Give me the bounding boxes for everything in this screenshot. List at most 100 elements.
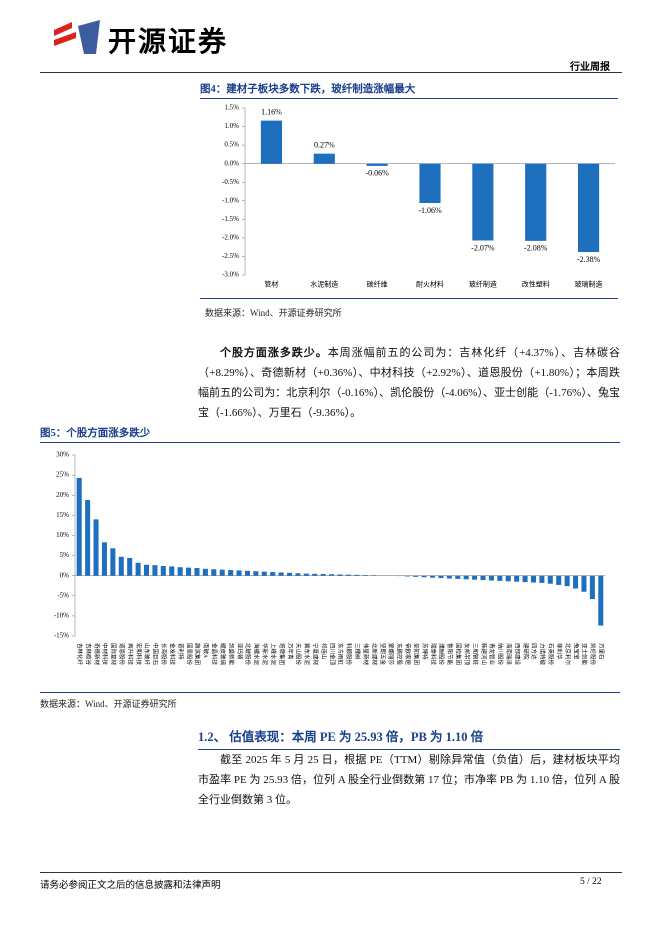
bar bbox=[303, 573, 309, 576]
bar bbox=[488, 575, 494, 581]
x-tick-label: 东鹏控股 bbox=[396, 643, 404, 666]
x-tick-label: 道恩股份 bbox=[118, 643, 126, 666]
x-tick-label: 华新水泥 bbox=[261, 643, 269, 666]
bar bbox=[455, 575, 461, 579]
bar bbox=[85, 500, 91, 576]
bar bbox=[202, 568, 208, 576]
bar bbox=[177, 567, 183, 576]
x-tick-label: 普利特 bbox=[177, 643, 185, 660]
data-label: -0.06% bbox=[365, 169, 389, 178]
y-tick-label: 15% bbox=[56, 511, 69, 519]
header-rule bbox=[40, 72, 622, 73]
bar bbox=[472, 163, 494, 241]
x-tick-label: 祁连山 bbox=[320, 643, 328, 660]
y-tick-label: 1.0% bbox=[224, 122, 239, 130]
bar bbox=[514, 575, 520, 582]
x-tick-label: 濮耐股份 bbox=[438, 643, 446, 666]
bar bbox=[260, 120, 282, 164]
section-title: 估值表现：本周 PE 为 25.93 倍，PB 为 1.10 倍 bbox=[229, 730, 484, 744]
bar bbox=[244, 570, 250, 576]
x-tick-label: 力诺特玻 bbox=[539, 643, 547, 666]
data-label: -1.06% bbox=[418, 206, 442, 215]
x-tick-label: 韩建河山 bbox=[480, 643, 488, 665]
bar bbox=[430, 575, 436, 578]
bar bbox=[480, 575, 486, 581]
bar bbox=[118, 556, 124, 576]
data-label: -2.08% bbox=[524, 244, 548, 253]
section-heading: 1.2、 估值表现：本周 PE 为 25.93 倍，PB 为 1.10 倍 bbox=[198, 726, 620, 750]
x-tick-label: 坚朗五金 bbox=[379, 643, 387, 666]
x-tick-label: 北新建材 bbox=[370, 643, 378, 666]
bar bbox=[135, 562, 141, 576]
x-tick-label: 海南瑞泽 bbox=[505, 643, 513, 666]
x-tick-label: 凯伦股份 bbox=[589, 643, 597, 666]
x-tick-label: 宁夏建材 bbox=[311, 643, 319, 666]
x-tick-label: 友邦吊顶 bbox=[463, 643, 471, 666]
x-tick-label: 国恩股份 bbox=[185, 643, 193, 666]
bar bbox=[366, 163, 388, 166]
y-tick-label: 0.0% bbox=[224, 159, 239, 167]
x-tick-label: 苏博特 bbox=[421, 643, 429, 660]
x-tick-label: 瑞泰科技 bbox=[429, 643, 437, 666]
page-number: 5 / 22 bbox=[580, 877, 602, 887]
x-tick-label: 凯盛新能 bbox=[227, 643, 235, 666]
x-tick-label: 菲利华 bbox=[555, 643, 563, 660]
bar bbox=[219, 569, 225, 576]
y-tick-label: 1.5% bbox=[224, 104, 239, 112]
x-tick-label: 管材 bbox=[264, 280, 278, 289]
bar bbox=[160, 566, 166, 576]
y-tick-label: -2.5% bbox=[222, 252, 239, 260]
figure-title: 图4：建材子板块多数下跌，玻纤制造涨幅最大 bbox=[200, 81, 618, 99]
bar bbox=[295, 573, 301, 576]
y-tick-label: 5% bbox=[60, 551, 70, 559]
x-tick-label: 金晶科技 bbox=[211, 643, 219, 666]
x-tick-label: 耀皮玻璃 bbox=[219, 643, 227, 666]
x-tick-label: 国际复材 bbox=[110, 643, 118, 666]
x-tick-label: 西部建设 bbox=[513, 643, 521, 666]
bar bbox=[573, 575, 579, 589]
y-tick-label: -10% bbox=[54, 611, 69, 619]
y-tick-label: -1.5% bbox=[222, 215, 239, 223]
bar bbox=[169, 566, 175, 576]
x-tick-label: 改性塑料 bbox=[522, 280, 550, 289]
bar bbox=[404, 575, 410, 577]
bar bbox=[110, 548, 116, 576]
y-tick-label: 0.5% bbox=[224, 141, 239, 149]
x-tick-label: 塔牌集团 bbox=[278, 643, 286, 666]
x-tick-label: 三和管桩 bbox=[471, 643, 479, 666]
bar bbox=[354, 574, 360, 576]
bar bbox=[143, 564, 150, 576]
x-tick-label: 四方达 bbox=[530, 643, 538, 660]
bar bbox=[312, 573, 318, 576]
bar bbox=[438, 575, 444, 579]
x-tick-label: 北京利尔 bbox=[564, 643, 572, 666]
logo-icon bbox=[54, 20, 100, 54]
bar bbox=[472, 575, 478, 580]
x-tick-label: 碳纤维 bbox=[367, 280, 388, 289]
x-tick-label: 四川金顶 bbox=[328, 643, 336, 666]
bar bbox=[505, 575, 511, 582]
bar bbox=[539, 575, 545, 583]
y-tick-label: 10% bbox=[56, 531, 69, 539]
paragraph-text: 本周涨幅前五的公司为：吉林化纤（+4.37%）、吉林碳谷（+8.29%）、奇德新… bbox=[198, 347, 621, 419]
brand: 开源证券 bbox=[108, 25, 229, 58]
bar bbox=[463, 575, 469, 580]
x-tick-label: 青龙管业 bbox=[488, 643, 496, 666]
x-tick-label: 中国巨石 bbox=[152, 643, 160, 666]
x-tick-label: 吉林化纤 bbox=[76, 643, 84, 666]
x-tick-label: 伟星新材 bbox=[362, 643, 370, 666]
bar bbox=[564, 575, 570, 587]
bar bbox=[93, 519, 99, 576]
x-tick-label: 兔宝宝 bbox=[572, 643, 580, 660]
bar bbox=[287, 572, 293, 576]
x-tick-label: 吉林碳谷 bbox=[84, 643, 92, 666]
y-tick-label: -3.0% bbox=[222, 271, 239, 279]
bar bbox=[186, 567, 192, 576]
x-tick-label: 三棵树 bbox=[354, 643, 362, 660]
bar bbox=[194, 568, 200, 576]
x-tick-label: 鲁阳节能 bbox=[446, 643, 454, 666]
bar bbox=[525, 163, 547, 241]
disclaimer: 请务必参阅正文之后的信息披露和法律声明 bbox=[40, 881, 221, 891]
y-tick-label: 0% bbox=[60, 571, 70, 579]
bar bbox=[530, 575, 537, 583]
